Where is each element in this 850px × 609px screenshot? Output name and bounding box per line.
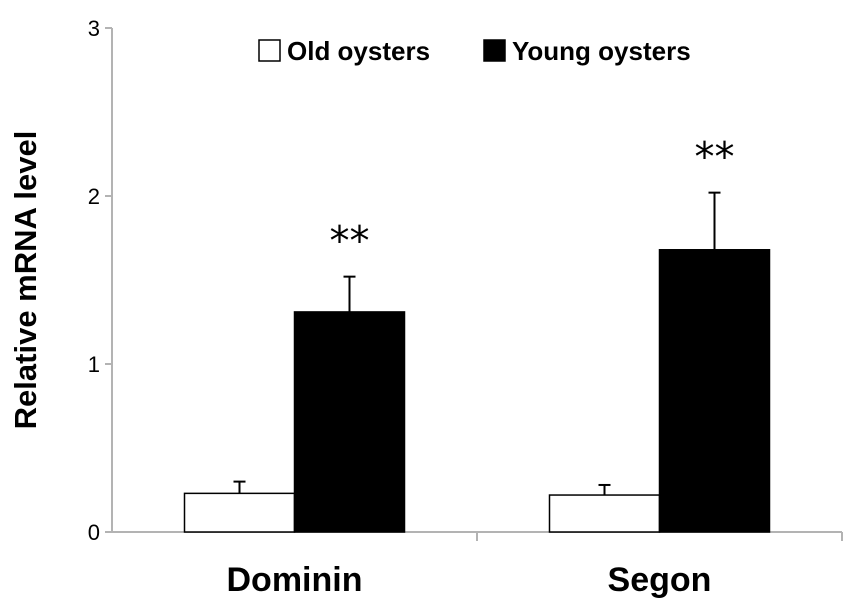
bar-old-oysters [548,494,661,533]
category-label: Segon [608,561,712,599]
category-label: Dominin [227,561,363,599]
y-tick-label: 0 [88,520,100,545]
bars [183,249,771,533]
bar-young-oysters [658,249,771,533]
annotations: ** ** [330,135,735,265]
y-tick-label: 1 [88,352,100,377]
significance-marker: ** [695,135,735,181]
y-ticks: 0 1 2 3 [88,16,112,545]
y-tick-label: 2 [88,184,100,209]
error-bars [233,191,721,496]
bar-old-oysters [183,492,296,533]
legend-swatch [483,39,506,62]
bar-young-oysters [293,311,406,533]
category-labels: Dominin Segon [227,561,712,599]
x-ticks [476,532,843,541]
significance-marker: ** [330,219,370,265]
y-tick-label: 3 [88,16,100,41]
legend-swatch [258,39,281,62]
legend-label: Young oysters [512,36,691,66]
legend-label: Old oysters [287,36,430,66]
legend: Old oysters Young oysters [258,36,691,66]
y-axis-label: Relative mRNA level [8,131,43,430]
